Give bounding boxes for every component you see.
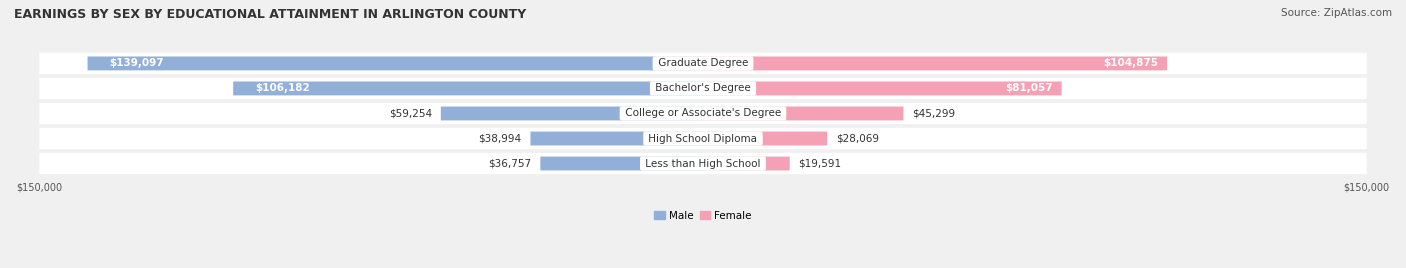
FancyBboxPatch shape: [87, 57, 703, 70]
Text: $19,591: $19,591: [799, 159, 842, 169]
FancyBboxPatch shape: [441, 107, 703, 120]
FancyBboxPatch shape: [39, 53, 1367, 74]
Text: $36,757: $36,757: [488, 159, 531, 169]
FancyBboxPatch shape: [39, 153, 1367, 174]
Text: $139,097: $139,097: [110, 58, 165, 68]
Text: $45,299: $45,299: [912, 109, 956, 118]
FancyBboxPatch shape: [540, 157, 703, 170]
Text: High School Diploma: High School Diploma: [645, 133, 761, 143]
Legend: Male, Female: Male, Female: [650, 207, 756, 225]
Text: EARNINGS BY SEX BY EDUCATIONAL ATTAINMENT IN ARLINGTON COUNTY: EARNINGS BY SEX BY EDUCATIONAL ATTAINMEN…: [14, 8, 526, 21]
Text: $59,254: $59,254: [389, 109, 432, 118]
Text: $104,875: $104,875: [1104, 58, 1159, 68]
Text: Bachelor's Degree: Bachelor's Degree: [652, 83, 754, 94]
FancyBboxPatch shape: [703, 107, 904, 120]
Text: $28,069: $28,069: [837, 133, 879, 143]
Text: College or Associate's Degree: College or Associate's Degree: [621, 109, 785, 118]
FancyBboxPatch shape: [703, 81, 1062, 95]
FancyBboxPatch shape: [39, 78, 1367, 99]
FancyBboxPatch shape: [703, 157, 790, 170]
Text: $81,057: $81,057: [1005, 83, 1053, 94]
FancyBboxPatch shape: [703, 132, 827, 146]
Text: Source: ZipAtlas.com: Source: ZipAtlas.com: [1281, 8, 1392, 18]
Text: Less than High School: Less than High School: [643, 159, 763, 169]
Text: $106,182: $106,182: [256, 83, 311, 94]
Text: $38,994: $38,994: [478, 133, 522, 143]
Text: Graduate Degree: Graduate Degree: [655, 58, 751, 68]
FancyBboxPatch shape: [39, 128, 1367, 149]
FancyBboxPatch shape: [703, 57, 1167, 70]
FancyBboxPatch shape: [233, 81, 703, 95]
FancyBboxPatch shape: [39, 103, 1367, 124]
FancyBboxPatch shape: [530, 132, 703, 146]
